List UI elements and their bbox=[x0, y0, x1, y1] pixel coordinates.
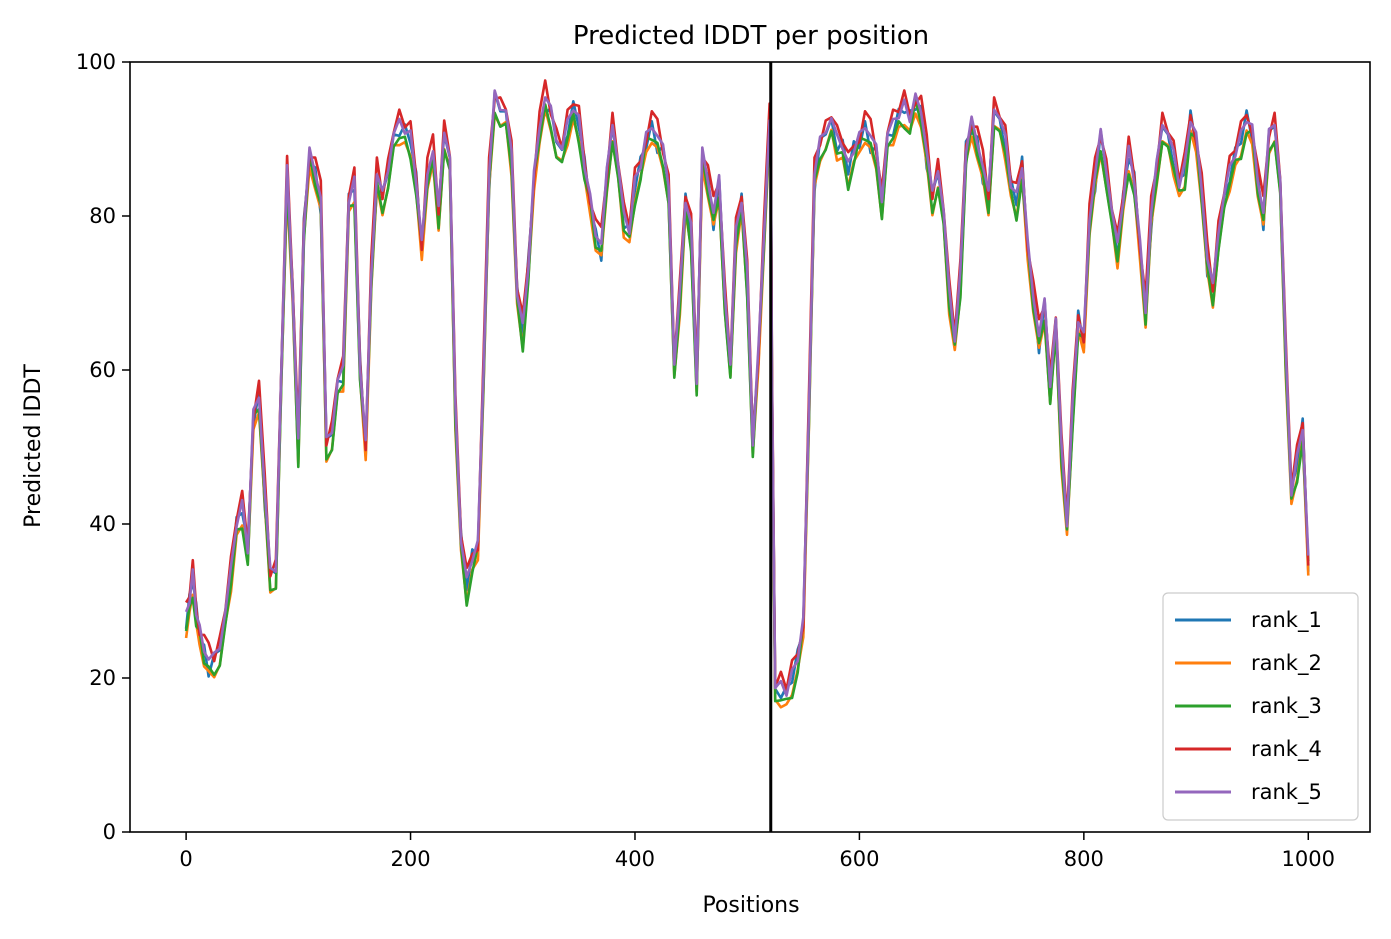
legend-item-label: rank_4 bbox=[1251, 737, 1322, 762]
legend-item-label: rank_2 bbox=[1251, 651, 1322, 676]
y-tick-label: 100 bbox=[76, 50, 116, 74]
x-tick-label: 800 bbox=[1064, 847, 1104, 871]
plot-frame bbox=[129, 61, 1371, 833]
chart-title: Predicted lDDT per position bbox=[573, 21, 929, 51]
x-tick-label: 600 bbox=[839, 847, 879, 871]
y-tick-label: 0 bbox=[103, 820, 116, 844]
plot-area bbox=[184, 62, 1310, 832]
legend: rank_1 rank_2 rank_3 rank_4 rank_5 bbox=[1162, 592, 1359, 821]
x-tick-label: 200 bbox=[390, 847, 430, 871]
y-tick-label: 60 bbox=[89, 358, 116, 382]
series-line-rank-5 bbox=[184, 89, 1310, 697]
legend-item-label: rank_1 bbox=[1251, 608, 1322, 633]
y-tick-label: 40 bbox=[89, 512, 116, 536]
x-tick-label: 400 bbox=[615, 847, 655, 871]
x-axis: 0 200 400 600 800 1000 bbox=[179, 832, 1335, 871]
legend-box bbox=[1162, 592, 1359, 821]
x-tick-label: 1000 bbox=[1282, 847, 1335, 871]
x-axis-label: Positions bbox=[702, 893, 799, 918]
legend-item-label: rank_3 bbox=[1251, 694, 1322, 719]
x-tick-label: 0 bbox=[179, 847, 192, 871]
y-axis: 0 20 40 60 80 100 bbox=[76, 50, 130, 844]
legend-item-label: rank_5 bbox=[1251, 780, 1322, 805]
y-axis-label: Predicted lDDT bbox=[21, 364, 46, 528]
series-line-rank-4 bbox=[184, 79, 1310, 691]
y-tick-label: 80 bbox=[89, 204, 116, 228]
y-tick-label: 20 bbox=[89, 666, 116, 690]
